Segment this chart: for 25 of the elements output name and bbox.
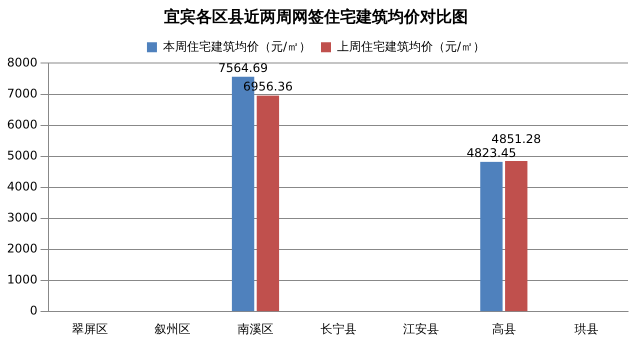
y-tick-label: 6000	[6, 117, 38, 132]
y-tick-label: 7000	[6, 86, 38, 100]
data-label: 4823.45	[466, 146, 516, 160]
x-tick-label: 珙县	[574, 322, 599, 336]
x-tick-label: 叙州区	[154, 322, 191, 336]
y-tick-label: 1000	[6, 272, 38, 287]
y-tick-label: 0	[30, 304, 38, 318]
bar	[505, 160, 528, 312]
y-tick-label: 8000	[6, 55, 38, 70]
x-tick-label: 长宁县	[320, 322, 356, 336]
x-tick-label: 南溪区	[237, 322, 274, 336]
x-tick-label: 高县	[492, 322, 516, 336]
legend-label: 上周住宅建筑均价（元/㎡）	[337, 39, 486, 54]
bar	[480, 162, 503, 312]
data-label: 7564.69	[218, 60, 268, 75]
y-tick-label: 5000	[6, 148, 38, 162]
y-tick-label: 4000	[6, 180, 38, 194]
bar	[256, 96, 280, 312]
x-tick-label: 翠屏区	[72, 322, 108, 336]
y-tick-label: 2000	[6, 242, 38, 256]
legend-label: 本周住宅建筑均价（元/㎡）	[162, 39, 312, 54]
chart-title: 宜宾各区县近两周网签住宅建筑均价对比图	[164, 6, 468, 26]
y-tick-label: 3000	[6, 210, 38, 225]
data-label: 4851.28	[491, 132, 542, 146]
x-tick-label: 江安县	[403, 322, 440, 336]
